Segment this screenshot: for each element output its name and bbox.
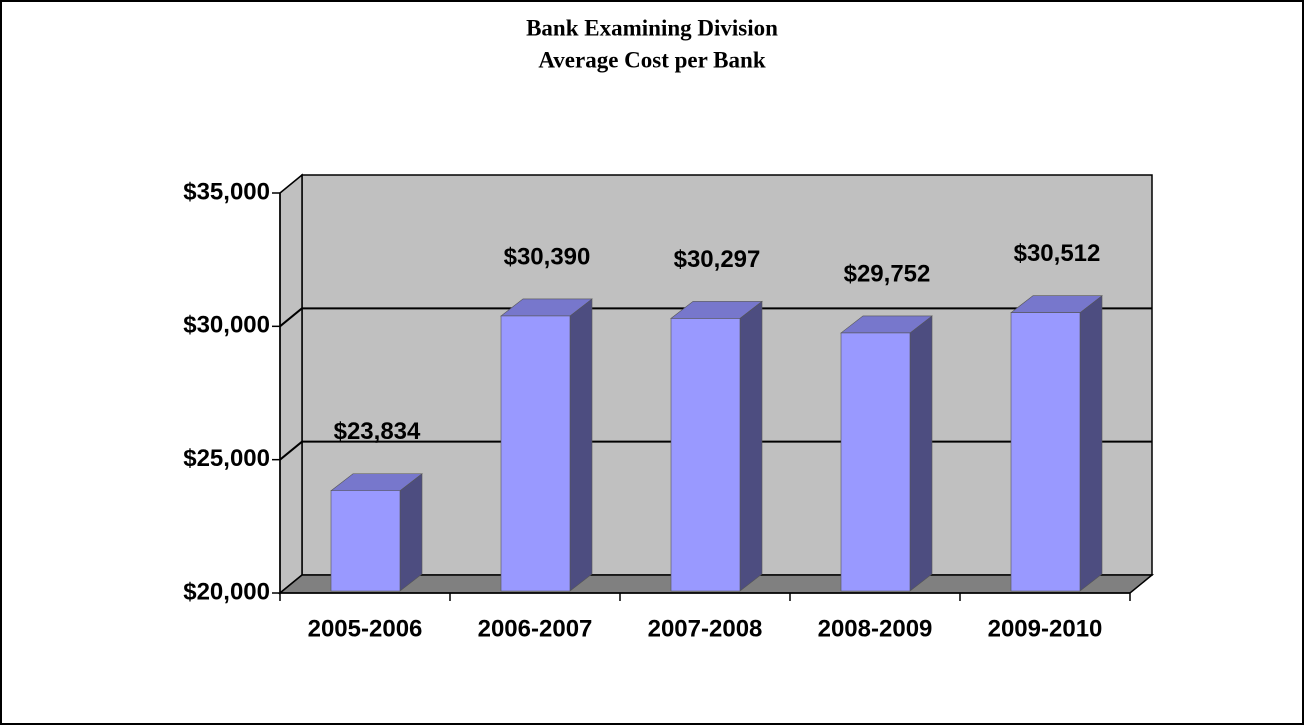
bar-front: [330, 490, 401, 592]
grid-line: [279, 307, 303, 328]
value-label: $30,512: [1014, 240, 1101, 267]
bar: [670, 300, 763, 592]
x-tick-label: 2006-2007: [478, 615, 593, 642]
bar: [840, 315, 933, 592]
bar: [330, 473, 423, 592]
bar-side: [1079, 295, 1103, 592]
value-label: $30,390: [504, 243, 591, 270]
x-tick-label: 2005-2006: [308, 615, 423, 642]
bar-side: [909, 315, 933, 592]
y-tick-label: $20,000: [183, 578, 270, 605]
x-tick-label: 2008-2009: [818, 615, 933, 642]
bar-front: [500, 315, 571, 592]
bar-side: [739, 300, 763, 592]
value-label: $23,834: [334, 418, 421, 445]
value-label: $30,297: [674, 246, 761, 273]
bar-side: [569, 298, 593, 592]
bar-front: [670, 318, 741, 592]
bar-front: [1010, 312, 1081, 592]
y-tick-label: $35,000: [183, 178, 270, 205]
bar-front: [840, 332, 911, 592]
y-tick-label: $30,000: [183, 312, 270, 339]
y-tick-label: $25,000: [183, 445, 270, 472]
side-wall: [279, 173, 303, 595]
x-tick-label: 2009-2010: [988, 615, 1103, 642]
bar-side: [399, 473, 423, 592]
bar: [500, 298, 593, 592]
x-tick-label: 2007-2008: [648, 615, 763, 642]
chart-title: Bank Examining Division: [526, 15, 778, 40]
grid-line: [279, 440, 303, 461]
bar: [1010, 295, 1103, 592]
chart-subtitle: Average Cost per Bank: [538, 47, 765, 72]
value-label: $29,752: [844, 260, 931, 287]
